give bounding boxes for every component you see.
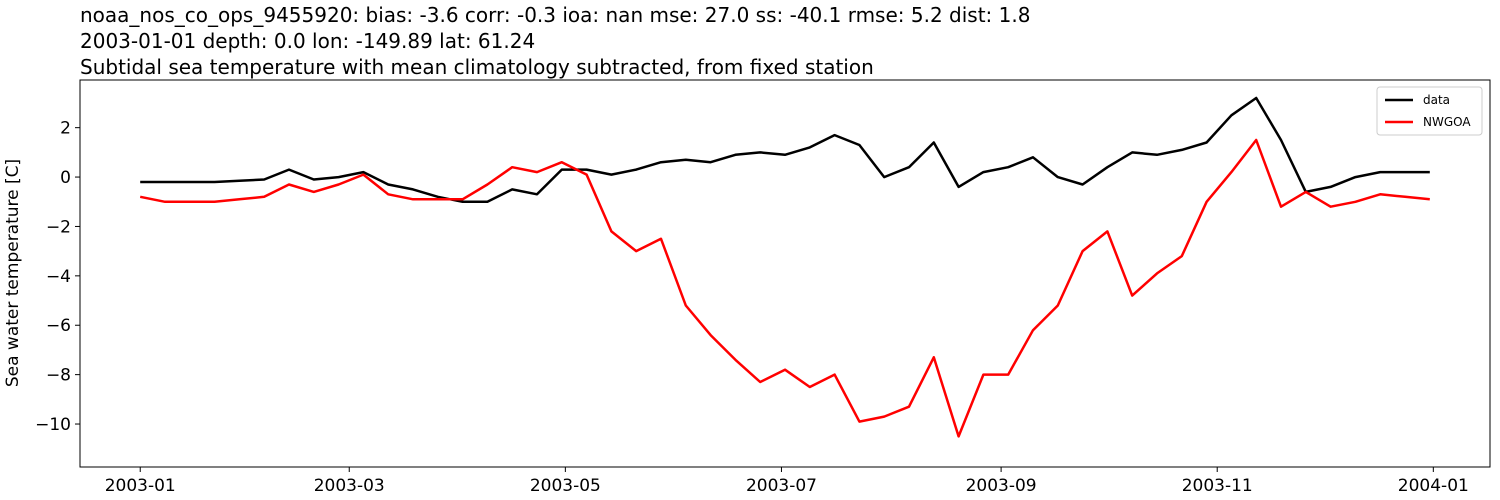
x-tick-label: 2003-09 bbox=[966, 476, 1037, 496]
y-tick-label: −8 bbox=[46, 366, 71, 386]
chart-title: noaa_nos_co_ops_9455920: bias: -3.6 corr… bbox=[80, 3, 1030, 27]
x-tick-label: 2003-03 bbox=[314, 476, 385, 496]
chart-title: Subtidal sea temperature with mean clima… bbox=[80, 55, 874, 79]
x-tick-label: 2003-01 bbox=[105, 476, 176, 496]
x-tick-label: 2004-01 bbox=[1398, 476, 1469, 496]
x-tick-label: 2003-07 bbox=[746, 476, 817, 496]
y-tick-label: −6 bbox=[46, 316, 71, 336]
plot-frame bbox=[79, 79, 1491, 468]
y-tick-label: −4 bbox=[46, 267, 71, 287]
y-axis-label: Sea water temperature [C] bbox=[3, 159, 23, 387]
y-tick-label: −2 bbox=[46, 217, 71, 237]
y-tick-label: 0 bbox=[60, 168, 71, 188]
data-line bbox=[140, 96, 1430, 204]
x-tick-label: 2003-11 bbox=[1182, 476, 1253, 496]
y-tick-label: −10 bbox=[35, 415, 71, 435]
legend-label: data bbox=[1423, 93, 1450, 107]
x-tick-label: 2003-05 bbox=[530, 476, 601, 496]
legend-label: NWGOA bbox=[1423, 115, 1471, 129]
data-line bbox=[139, 138, 1430, 438]
chart-title: 2003-01-01 depth: 0.0 lon: -149.89 lat: … bbox=[80, 29, 535, 53]
y-tick-label: 2 bbox=[60, 119, 71, 139]
